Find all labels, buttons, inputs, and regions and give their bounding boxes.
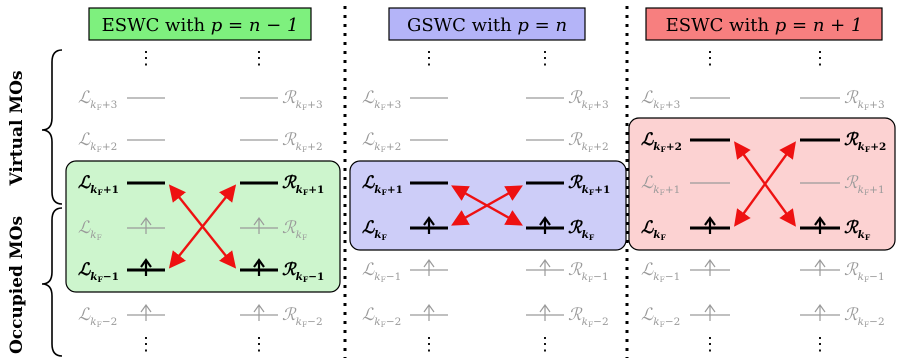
left-orbital-kF-2-electron-arrow-icon [140,303,152,321]
left-orbital-label-kF-2: ℒkF−2 [78,305,117,329]
right-orbital-label-kF+1: ℛkF+1 [844,173,885,197]
vdots-icon: ⋮ [420,48,438,69]
right-orbital-label-kF+2: ℛkF+2 [282,130,323,154]
left-orbital-label-kF+2: ℒkF+2 [78,130,117,154]
right-orbital-label-kF-2: ℛkF−2 [844,305,885,329]
vdots-icon: ⋮ [811,48,829,69]
left-orbital-label-kF+3: ℒkF+3 [362,88,401,112]
panels: ESWC with p = n − 1 ⋮ ⋮ ⋮ ⋮ ℒkF+3 ℛkF+3 ℒkF+2 ℛk… [65,7,896,355]
left-orbital-label-kF-1: ℒkF−1 [641,260,680,284]
vdots-icon: ⋮ [811,334,829,355]
right-orbital-label-kF+1: ℛkF+1 [568,173,610,197]
panel-title-box [388,7,586,41]
right-orbital-label-kF+3: ℛkF+3 [282,88,323,112]
vdots-icon: ⋮ [137,334,155,355]
vdots-icon: ⋮ [137,48,155,69]
left-orbital-label-kF+2: ℒkF+2 [641,130,682,154]
right-orbital-label-kF-2: ℛkF−2 [282,305,323,329]
panel-title-text: ESWC with p = n − 1 [102,15,299,36]
panel-title-box [88,7,312,41]
right-orbital-label-kF+2: ℛkF+2 [568,130,609,154]
panel-eswc-minus: ESWC with p = n − 1 ⋮ ⋮ ⋮ ⋮ ℒkF+3 ℛkF+3 ℒkF+2 ℛk… [65,7,341,355]
left-orbital-label-kF+3: ℒkF+3 [641,88,680,112]
left-orbital-label-kF: ℒkF [641,218,667,242]
right-orbital-kF-electron-arrow-icon [814,216,826,234]
left-orbital-label-kF+2: ℒkF+2 [362,130,401,154]
right-orbital-label-kF-2: ℛkF−2 [568,305,609,329]
right-orbital-label-kF+3: ℛkF+3 [568,88,609,112]
left-orbital-kF-1-electron-arrow-icon [423,258,435,276]
axis-group-occupied: Occupied MOs [7,207,63,357]
left-orbital-label-kF+1: ℒkF+1 [362,173,403,197]
right-orbital-kF-2-electron-arrow-icon [814,303,826,321]
vdots-icon: ⋮ [536,48,554,69]
swap-arrow-up [451,185,523,226]
left-orbital-kF-electron-arrow-icon [140,216,152,234]
right-orbital-kF-2-electron-arrow-icon [253,303,265,321]
right-orbital-label-kF: ℛkF [844,218,871,242]
swap-arrow-up [168,184,237,269]
axis-group-virtual: Virtual MOs [7,49,63,205]
right-orbital-kF-1-electron-arrow-icon [814,258,826,276]
right-orbital-kF-2-electron-arrow-icon [539,303,551,321]
left-orbital-label-kF: ℒkF [362,218,388,242]
panel-title-gswc: GSWC with p = n [388,7,586,41]
left-orbital-label-kF-1: ℒkF−1 [362,260,401,284]
panel-title-text: GSWC with p = n [407,15,567,36]
swap-arrow-up [734,141,796,227]
panel-title-eswc-plus: ESWC with p = n + 1 [645,7,883,41]
left-orbital-kF-1-electron-arrow-icon [704,258,716,276]
panel-eswc-plus: ESWC with p = n + 1 ⋮ ⋮ ⋮ ⋮ ℒkF+3 ℛkF+3 ℒkF+2 ℛk… [628,7,896,355]
vdots-icon: ⋮ [536,334,554,355]
right-orbital-label-kF+1: ℛkF+1 [282,173,324,197]
occupied-mos-label: Occupied MOs [7,216,27,354]
panel-title-box [645,7,883,41]
left-orbital-kF-2-electron-arrow-icon [423,303,435,321]
right-orbital-kF-1-electron-arrow-icon [539,258,551,276]
right-orbital-kF-electron-arrow-icon [539,216,551,234]
left-orbital-label-kF+3: ℒkF+3 [78,88,117,112]
left-orbital-label-kF+1: ℒkF+1 [641,173,680,197]
left-orbital-label-kF: ℒkF [78,218,102,242]
vdots-icon: ⋮ [250,48,268,69]
right-orbital-label-kF-1: ℛkF−1 [282,260,324,284]
virtual-brace [41,49,63,205]
left-orbital-label-kF+1: ℒkF+1 [78,173,119,197]
panel-gswc: GSWC with p = n ⋮ ⋮ ⋮ ⋮ ℒkF+3 ℛkF+3 ℒkF+2 ℛkF+2 ℒ… [349,7,627,355]
vdots-icon: ⋮ [701,48,719,69]
left-orbital-kF-electron-arrow-icon [704,216,716,234]
right-orbital-label-kF+2: ℛkF+2 [844,130,886,154]
left-orbital-label-kF-1: ℒkF−1 [78,260,119,284]
left-orbital-kF-electron-arrow-icon [423,216,435,234]
vdots-icon: ⋮ [701,334,719,355]
right-orbital-label-kF-1: ℛkF−1 [844,260,885,284]
left-orbital-label-kF-2: ℒkF−2 [362,305,401,329]
vdots-icon: ⋮ [420,334,438,355]
right-orbital-label-kF: ℛkF [282,218,307,242]
left-orbital-kF-1-electron-arrow-icon [140,258,152,276]
vdots-icon: ⋮ [250,334,268,355]
right-orbital-label-kF-1: ℛkF−1 [568,260,609,284]
right-orbital-label-kF+3: ℛkF+3 [844,88,885,112]
panel-title-text: ESWC with p = n + 1 [666,15,863,36]
occupied-brace [41,207,63,357]
right-orbital-kF-1-electron-arrow-icon [253,258,265,276]
right-orbital-kF-electron-arrow-icon [253,216,265,234]
right-orbital-label-kF: ℛkF [568,218,595,242]
left-orbital-kF-2-electron-arrow-icon [704,303,716,321]
panel-title-eswc-minus: ESWC with p = n − 1 [88,7,312,41]
virtual-mos-label: Virtual MOs [7,70,27,186]
left-orbital-label-kF-2: ℒkF−2 [641,305,680,329]
